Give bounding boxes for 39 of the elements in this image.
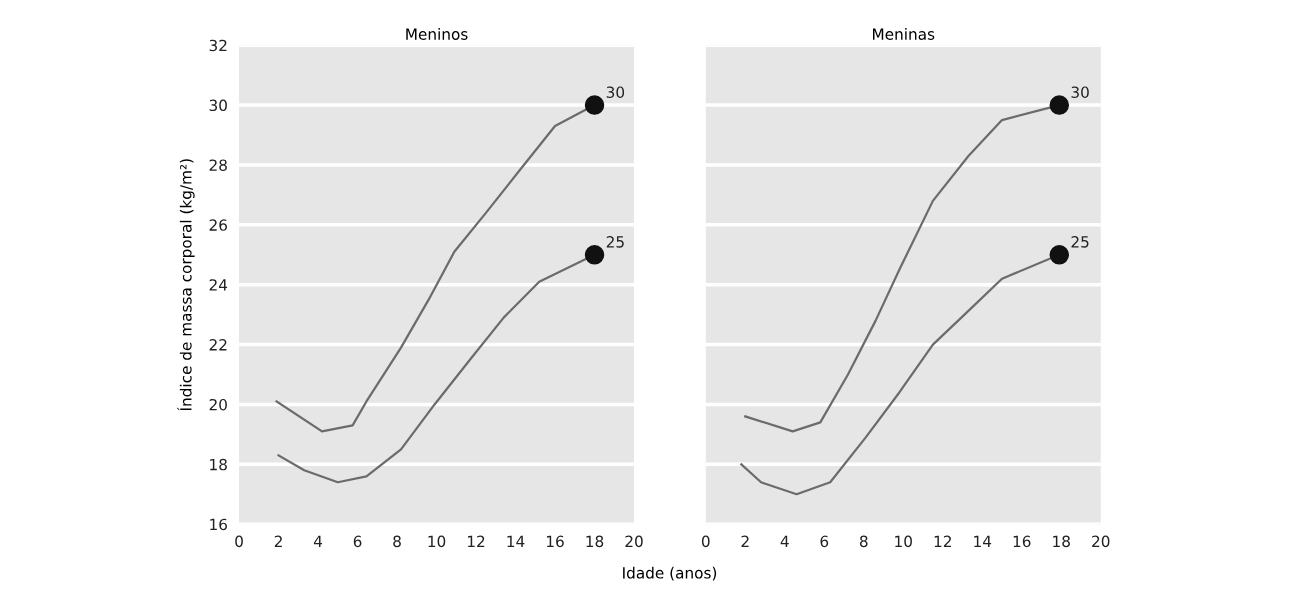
x-tick-label: 20 [1092, 535, 1110, 548]
x-tick-label: 12 [934, 535, 951, 547]
chart-title: Meninas [873, 28, 935, 40]
x-tick-label: 16 [546, 535, 564, 548]
x-tick-label: 2 [741, 535, 749, 547]
chart-title: Meninos [406, 28, 468, 40]
y-tick-label: 24 [209, 279, 228, 291]
x-tick-label: 14 [507, 535, 525, 547]
x-tick-label: 0 [701, 535, 710, 548]
x-axis-title: Idade (anos) [623, 566, 717, 581]
y-tick-label: 18 [210, 458, 227, 471]
data-label: 25 [1071, 236, 1089, 248]
x-tick-label: 12 [468, 535, 485, 547]
x-tick-label: 18 [586, 535, 604, 548]
x-tick-label: 10 [895, 535, 912, 548]
x-tick-label: 4 [313, 535, 323, 547]
x-tick-label: 20 [625, 535, 643, 548]
x-tick-label: 6 [820, 535, 829, 548]
y-tick-label: 28 [209, 159, 227, 171]
x-tick-label: 10 [428, 535, 446, 548]
data-label: 25 [606, 236, 624, 248]
data-label: 30 [1071, 86, 1089, 98]
x-tick-label: 4 [780, 535, 789, 547]
y-tick-label: 16 [210, 518, 227, 531]
y-tick-label: 22 [209, 339, 227, 351]
x-tick-label: 8 [393, 535, 401, 548]
x-tick-label: 16 [1013, 535, 1031, 548]
y-tick-label: 32 [209, 39, 227, 52]
y-tick-label: 30 [209, 99, 227, 112]
x-tick-label: 2 [274, 535, 282, 547]
y-axis-title: Índice de massa corporal (kg/m²) [177, 159, 195, 411]
x-tick-label: 8 [859, 535, 868, 548]
x-tick-label: 14 [974, 535, 992, 547]
y-tick-label: 26 [209, 219, 227, 231]
x-tick-label: 18 [1053, 535, 1070, 548]
data-label: 30 [606, 86, 625, 98]
x-tick-label: 0 [235, 535, 243, 548]
x-tick-label: 6 [353, 535, 362, 548]
y-tick-label: 20 [209, 398, 227, 411]
